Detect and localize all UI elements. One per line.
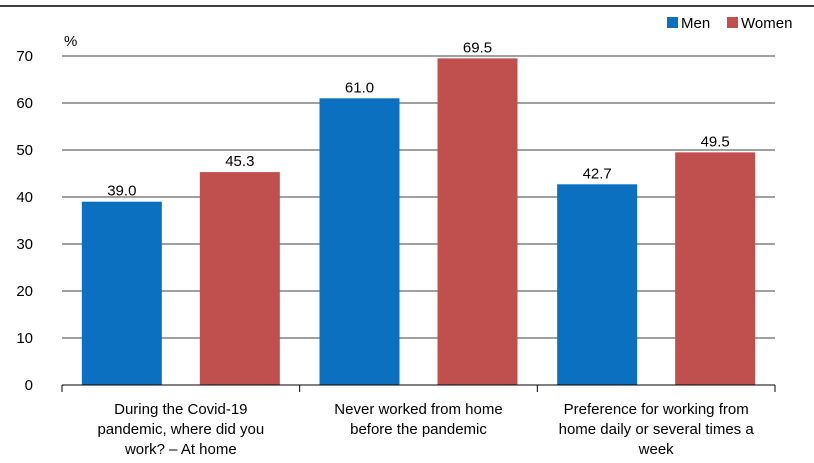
category-label: Preference for working from home daily or… — [559, 401, 755, 458]
y-tick-label: 30 — [16, 236, 33, 253]
category-label: Never worked from home before the pandemi… — [334, 401, 502, 438]
value-labels: 39.0 45.3 61.0 69.5 42.7 49.5 — [107, 39, 730, 199]
y-tick-label: 50 — [16, 142, 33, 159]
value-label: 61.0 — [345, 79, 374, 96]
bars — [81, 58, 756, 386]
bar-men — [81, 201, 162, 385]
y-tick-label: 60 — [16, 95, 33, 112]
x-axis — [61, 384, 776, 392]
bar-women — [675, 152, 756, 385]
unit-label: % — [64, 33, 77, 50]
y-axis-ticks: 0 10 20 30 40 50 60 70 — [16, 48, 33, 394]
bar-men — [557, 184, 638, 385]
bar-women — [437, 58, 518, 385]
y-tick-label: 70 — [16, 48, 33, 65]
legend-swatch-women — [727, 17, 738, 28]
legend-swatch-men — [667, 17, 678, 28]
value-label: 69.5 — [463, 39, 492, 56]
gridlines — [62, 55, 775, 339]
y-tick-label: 20 — [16, 283, 33, 300]
legend: Men Women — [667, 15, 792, 32]
value-label: 49.5 — [701, 133, 730, 150]
value-label: 39.0 — [107, 183, 136, 200]
y-tick-label: 10 — [16, 330, 33, 347]
bar-women — [199, 172, 280, 385]
value-label: 45.3 — [225, 153, 254, 170]
y-tick-label: 0 — [25, 377, 33, 394]
value-label: 42.7 — [583, 165, 612, 182]
category-label: During the Covid-19 pandemic, where did y… — [97, 401, 264, 458]
legend-label: Men — [681, 15, 710, 32]
category-labels: During the Covid-19 pandemic, where did y… — [97, 401, 754, 458]
y-tick-label: 40 — [16, 189, 33, 206]
bar-men — [319, 98, 400, 386]
legend-label: Women — [741, 15, 792, 32]
